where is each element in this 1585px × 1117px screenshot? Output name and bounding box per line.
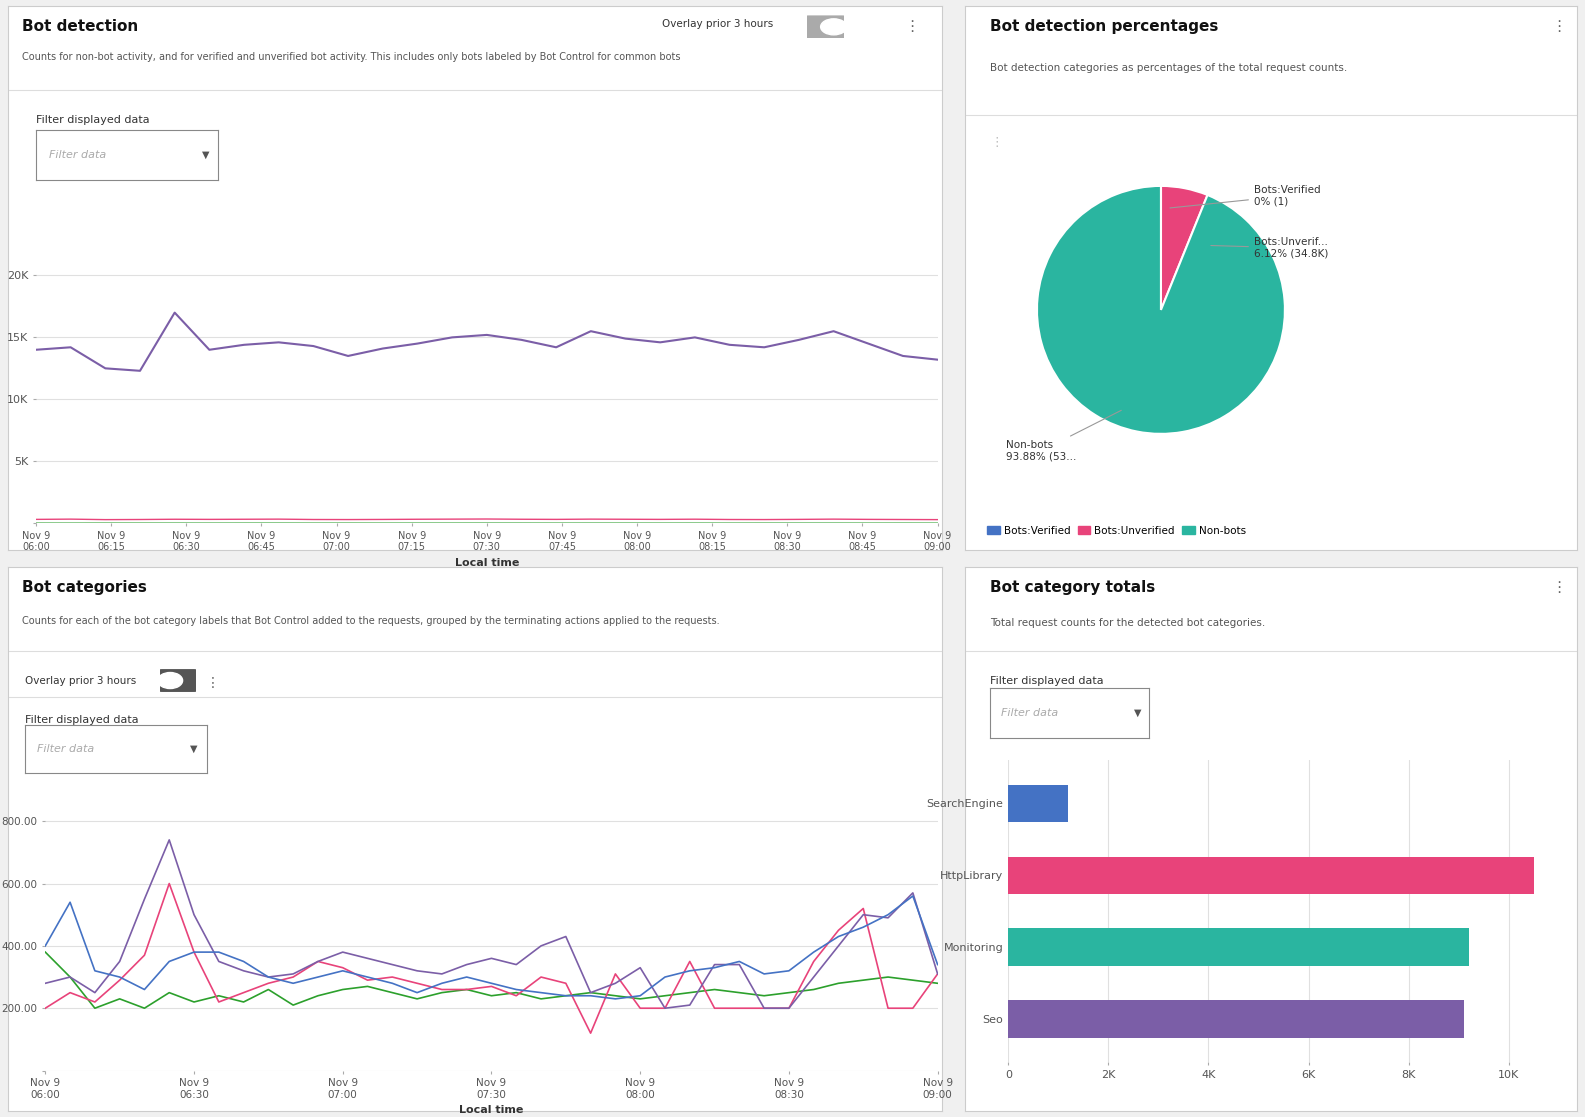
Text: Bot category totals: Bot category totals: [991, 581, 1155, 595]
Text: Filter displayed data: Filter displayed data: [36, 115, 149, 124]
Text: Bot detection: Bot detection: [22, 19, 138, 35]
Text: Filter displayed data: Filter displayed data: [25, 715, 138, 725]
Text: ⋮: ⋮: [991, 136, 1002, 150]
Text: Overlay prior 3 hours: Overlay prior 3 hours: [25, 676, 136, 686]
Text: ⋮: ⋮: [903, 19, 919, 35]
Text: Counts for each of the bot category labels that Bot Control added to the request: Counts for each of the bot category labe…: [22, 615, 720, 626]
Text: Bot categories: Bot categories: [22, 581, 147, 595]
Text: Total request counts for the detected bot categories.: Total request counts for the detected bo…: [991, 619, 1265, 629]
Legend: Bots:Verified, Bots:Unverified, Non-bots: Bots:Verified, Bots:Unverified, Non-bots: [983, 522, 1251, 540]
Text: Bot detection categories as percentages of the total request counts.: Bot detection categories as percentages …: [991, 63, 1347, 73]
Text: ⋮: ⋮: [206, 676, 220, 689]
Text: Bot detection percentages: Bot detection percentages: [991, 19, 1219, 35]
Text: ⋮: ⋮: [1552, 19, 1566, 35]
Text: Overlay prior 3 hours: Overlay prior 3 hours: [663, 19, 773, 29]
Text: Filter displayed data: Filter displayed data: [991, 676, 1103, 686]
Text: Counts for non-bot activity, and for verified and unverified bot activity. This : Counts for non-bot activity, and for ver…: [22, 51, 680, 61]
Text: ⋮: ⋮: [1552, 581, 1566, 595]
